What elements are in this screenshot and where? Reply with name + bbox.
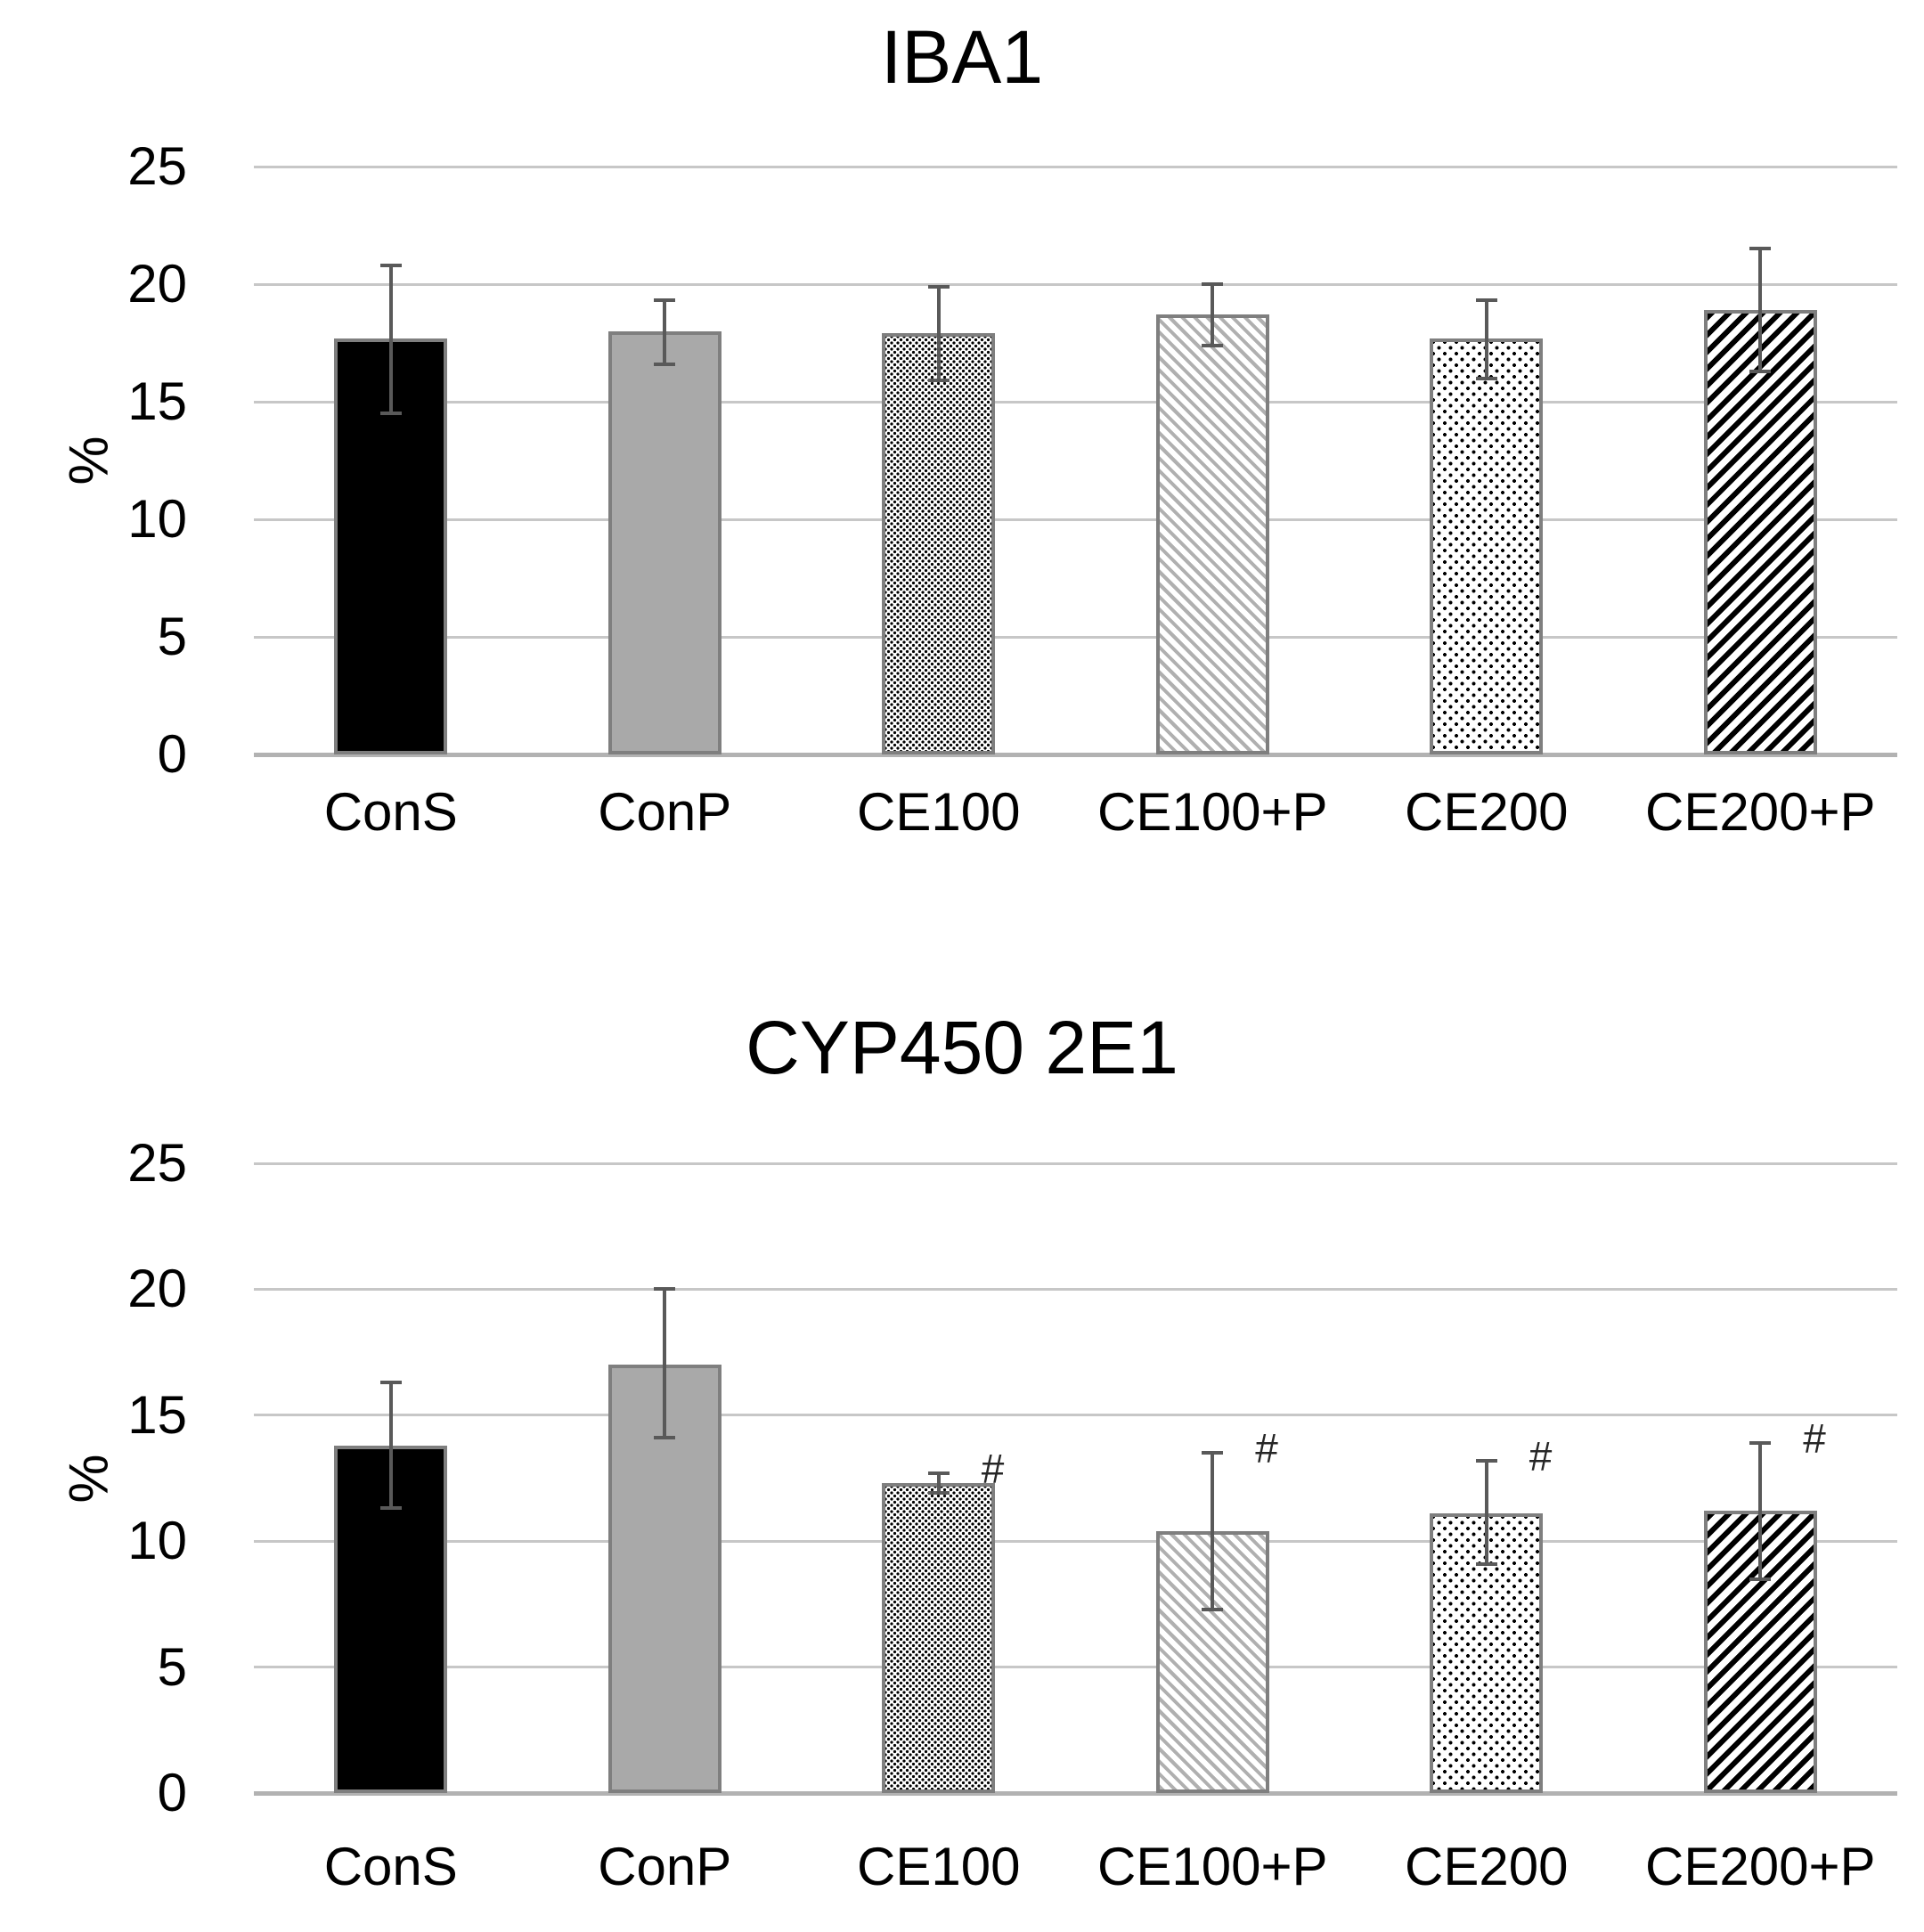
error-cap-top-cons [379,263,402,267]
error-cap-top-ce100-p [1202,282,1224,286]
gridline-y10 [254,1539,1897,1543]
error-cap-bottom-ce200 [1475,376,1497,380]
y-tick-label-0: 0 [157,1763,187,1822]
error-bar-ce200 [1484,1460,1488,1564]
y-tick-label-15: 15 [127,371,187,431]
gridline-y25 [254,165,1897,168]
error-cap-bottom-ce100-p [1202,1607,1224,1611]
bar-ce100 [882,1483,996,1793]
error-cap-top-cons [379,1381,402,1385]
y-tick-label-20: 20 [127,1259,187,1319]
error-cap-bottom-ce200 [1475,1561,1497,1566]
error-bar-cons [388,265,393,414]
error-cap-bottom-ce200-p [1749,369,1772,373]
error-cap-top-ce200-p [1749,1440,1772,1445]
y-axis-title: % [58,1453,120,1504]
error-cap-bottom-ce100-p [1202,343,1224,347]
significance-mark-ce100-p: # [1255,1425,1278,1472]
error-bar-ce100 [936,286,941,381]
y-tick-label-5: 5 [157,607,187,666]
plot-area-iba1: 0 5 10 15 20 25% ConS ConP CE100 CE100+P CE200 CE20… [59,136,1897,842]
x-label-ce200: CE200 [1405,782,1569,842]
bar-conp [607,1365,722,1793]
error-bar-conp [663,1289,667,1439]
error-cap-bottom-conp [654,1436,676,1440]
chart-title-iba1: IBA1 [880,15,1044,99]
gridline-y25 [254,1162,1897,1165]
y-tick-label-5: 5 [157,1636,187,1697]
error-cap-top-ce200 [1475,1458,1497,1463]
plot-area-cyp450-2e1: 0 5 10 15 20 25% ConS ConP # CE100 # CE100+P # CE200 #… [59,1133,1897,1896]
error-bar-ce200-p [1758,1442,1763,1579]
x-label-ce200-p: CE200+P [1644,782,1876,842]
y-tick-label-0: 0 [157,724,187,784]
error-bar-ce200-p [1758,249,1763,371]
error-bar-ce200 [1484,300,1488,379]
error-bar-ce100-p [1211,284,1215,346]
bar-ce200-p [1703,310,1817,754]
bar-ce200 [1430,338,1544,754]
x-label-ce200: CE200 [1405,1837,1569,1896]
y-tick-label-10: 10 [127,489,187,549]
error-cap-top-ce200 [1475,298,1497,303]
bar-ce100-p [1155,1530,1269,1793]
error-cap-bottom-cons [379,412,402,416]
x-axis-line [254,753,1897,757]
x-label-cons: ConS [323,1837,458,1896]
x-label-ce100: CE100 [857,782,1021,842]
gridline-y5 [254,1666,1897,1669]
x-label-conp: ConP [598,1837,732,1896]
x-label-ce200-p: CE200+P [1644,1837,1876,1896]
error-cap-top-ce100 [927,284,950,289]
bar-ce100-p [1155,314,1269,754]
gridline-y5 [254,635,1897,639]
x-label-ce100-p: CE100+P [1097,1837,1328,1896]
error-cap-bottom-ce200-p [1749,1577,1772,1581]
error-cap-bottom-ce100 [927,379,950,383]
gridline-y20 [254,1287,1897,1291]
error-cap-top-ce100 [927,1471,950,1475]
y-tick-label-10: 10 [127,1511,187,1571]
x-label-cons: ConS [323,782,458,842]
error-cap-bottom-conp [654,362,676,366]
error-cap-top-conp [654,1287,676,1292]
gridline-y10 [254,518,1897,521]
error-bar-ce100-p [1211,1453,1215,1610]
error-cap-bottom-ce100 [927,1491,950,1496]
gridline-y20 [254,282,1897,286]
y-axis-title: % [58,436,120,485]
bar-ce200 [1430,1513,1544,1793]
gridline-y15 [254,1414,1897,1417]
chart-title-cyp450-2e1: CYP450 2E1 [746,1006,1178,1089]
significance-mark-ce200-p: # [1803,1414,1826,1462]
y-tick-label-15: 15 [127,1384,187,1445]
significance-mark-ce200: # [1529,1432,1553,1480]
error-bar-ce100 [936,1472,941,1494]
x-label-conp: ConP [598,782,732,842]
error-cap-top-conp [654,298,676,303]
x-label-ce100-p: CE100+P [1097,782,1328,842]
bar-ce200-p [1703,1511,1817,1793]
bar-conp [607,330,722,754]
error-cap-top-ce200-p [1749,247,1772,251]
y-tick-label-20: 20 [127,254,187,314]
error-cap-top-ce100-p [1202,1451,1224,1455]
gridline-y15 [254,400,1897,404]
x-label-ce100: CE100 [857,1837,1021,1896]
error-cap-bottom-cons [379,1506,402,1511]
bar-cons [334,1445,448,1793]
significance-mark-ce100: # [981,1445,1005,1492]
x-axis-line [254,1791,1897,1796]
bar-cons [334,338,448,754]
y-tick-label-25: 25 [127,1133,187,1193]
y-tick-label-25: 25 [127,136,187,196]
bar-ce100 [882,333,996,754]
error-bar-conp [663,300,667,364]
error-bar-cons [388,1382,393,1509]
